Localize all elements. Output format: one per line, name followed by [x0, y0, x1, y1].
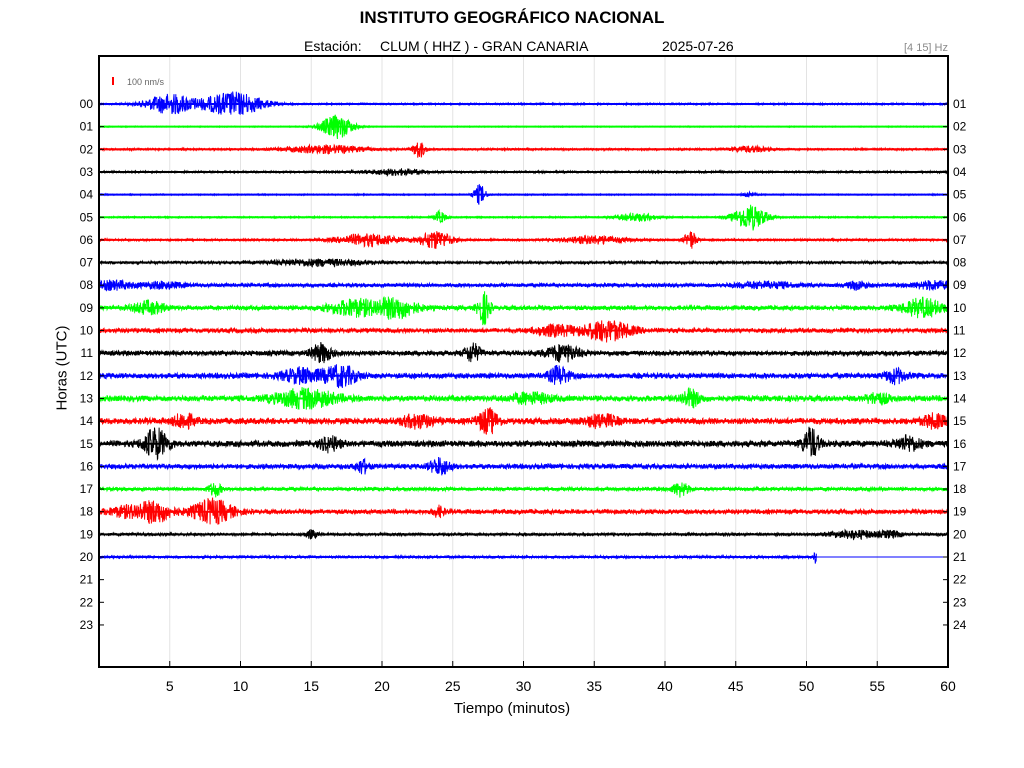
hour-label-right: 06	[953, 210, 967, 224]
hour-label-left: 01	[80, 120, 94, 134]
hour-label-left: 07	[80, 256, 94, 270]
hour-label-left: 10	[80, 324, 94, 338]
hour-label-right: 01	[953, 97, 967, 111]
hour-label-right: 16	[953, 437, 967, 451]
hour-label-left: 18	[80, 505, 94, 519]
hour-label-right: 21	[953, 550, 967, 564]
hour-label-right: 19	[953, 505, 967, 519]
x-tick-label: 15	[303, 678, 319, 694]
trace-hour-20	[98, 551, 817, 564]
x-tick-label: 50	[799, 678, 815, 694]
station-label: Estación:	[304, 38, 362, 54]
hour-label-right: 22	[953, 573, 967, 587]
hour-label-right: 11	[953, 324, 966, 338]
hour-label-right: 05	[953, 188, 967, 202]
hour-label-left: 21	[80, 573, 94, 587]
hour-label-left: 06	[80, 233, 94, 247]
plot-date: 2025-07-26	[662, 38, 734, 54]
hour-label-left: 20	[80, 550, 94, 564]
x-tick-label: 30	[516, 678, 532, 694]
hour-label-left: 17	[80, 482, 94, 496]
hour-label-left: 02	[80, 142, 94, 156]
scale-bar-label: 100 nm/s	[127, 77, 165, 87]
hour-label-right: 08	[953, 256, 967, 270]
x-tick-label: 55	[869, 678, 885, 694]
x-tick-label: 40	[657, 678, 673, 694]
hour-label-left: 19	[80, 527, 94, 541]
hour-label-left: 05	[80, 210, 94, 224]
hour-label-right: 15	[953, 414, 967, 428]
hour-label-left: 08	[80, 278, 94, 292]
hour-label-left: 23	[80, 618, 94, 632]
x-tick-label: 60	[940, 678, 956, 694]
frequency-band: [4 15] Hz	[903, 42, 948, 54]
hour-label-right: 24	[953, 618, 967, 632]
hour-label-left: 12	[80, 369, 94, 383]
hour-label-left: 13	[80, 391, 94, 405]
hour-label-left: 03	[80, 165, 94, 179]
chart-title: INSTITUTO GEOGRÁFICO NACIONAL	[359, 8, 665, 27]
x-tick-label: 25	[445, 678, 461, 694]
hour-label-right: 23	[953, 595, 967, 609]
hour-label-right: 20	[953, 527, 967, 541]
x-tick-label: 10	[233, 678, 249, 694]
hour-label-right: 03	[953, 142, 967, 156]
x-tick-label: 20	[374, 678, 390, 694]
hour-label-left: 15	[80, 437, 94, 451]
hour-label-right: 17	[953, 459, 967, 473]
hour-label-right: 02	[953, 120, 967, 134]
hour-label-left: 22	[80, 595, 94, 609]
x-tick-label: 5	[166, 678, 174, 694]
hour-label-right: 14	[953, 391, 967, 405]
x-tick-label: 45	[728, 678, 744, 694]
station-name: CLUM ( HHZ ) - GRAN CANARIA	[380, 38, 589, 54]
hour-label-left: 04	[80, 188, 94, 202]
hour-label-right: 09	[953, 278, 967, 292]
trace-hour-15	[98, 426, 949, 461]
hour-label-left: 16	[80, 459, 94, 473]
hour-label-right: 13	[953, 369, 967, 383]
hour-label-right: 10	[953, 301, 967, 315]
hour-label-right: 04	[953, 165, 967, 179]
hour-label-right: 07	[953, 233, 967, 247]
hour-label-right: 18	[953, 482, 967, 496]
x-axis-label: Tiempo (minutos)	[453, 700, 571, 717]
hour-label-left: 14	[80, 414, 94, 428]
hour-label-left: 00	[80, 97, 94, 111]
hour-label-left: 09	[80, 301, 94, 315]
hour-label-left: 11	[81, 346, 94, 360]
x-tick-label: 35	[586, 678, 602, 694]
hour-label-right: 12	[953, 346, 967, 360]
